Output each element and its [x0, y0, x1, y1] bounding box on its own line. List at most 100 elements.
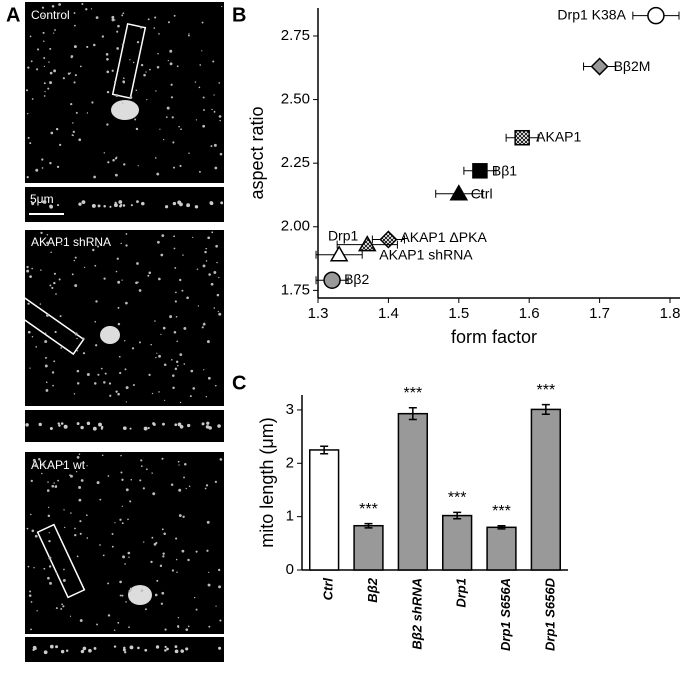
speck [94, 320, 97, 323]
speck [173, 247, 176, 250]
speck [161, 457, 164, 460]
y-axis-label: aspect ratio [247, 106, 267, 199]
significance: *** [536, 382, 555, 399]
speck [157, 52, 159, 55]
speck [53, 360, 56, 363]
speck [41, 158, 44, 161]
roi-box [111, 23, 147, 99]
speck [179, 353, 183, 357]
speck [75, 111, 78, 114]
speck [215, 605, 217, 607]
speck [218, 646, 222, 650]
speck [73, 259, 76, 262]
speck [121, 279, 123, 281]
speck [101, 425, 104, 429]
speck [60, 607, 63, 610]
micrographs: Control AKAP1 shRNA AKAP1 wt 5μm [13, 2, 224, 662]
speck [162, 555, 165, 558]
speck [129, 587, 133, 591]
speck [136, 40, 140, 44]
speck [122, 555, 126, 559]
speck [79, 520, 82, 523]
speck [125, 301, 128, 305]
speck [178, 464, 180, 466]
speck [199, 64, 202, 66]
speck [117, 306, 120, 309]
micrograph-label: Control [31, 8, 70, 22]
speck [146, 98, 148, 101]
speck [114, 522, 116, 524]
speck [139, 26, 143, 29]
speck [206, 520, 210, 524]
point-label: AKAP1 shRNA [379, 246, 473, 262]
point [472, 163, 488, 179]
speck [86, 112, 89, 114]
speck [182, 515, 185, 518]
speck [125, 386, 129, 390]
speck [147, 274, 150, 277]
speck [122, 77, 125, 80]
speck [113, 629, 116, 631]
speck [26, 265, 29, 269]
speck [51, 371, 55, 374]
speck [50, 645, 54, 649]
speck [158, 33, 160, 35]
speck [32, 648, 35, 651]
speck [195, 119, 198, 121]
speck [33, 567, 35, 569]
speck [151, 472, 153, 474]
speck [138, 341, 141, 344]
speck [129, 645, 134, 650]
speck [149, 68, 151, 71]
speck [216, 261, 218, 264]
speck [73, 81, 76, 84]
speck [42, 200, 47, 204]
speck [91, 203, 96, 208]
speck [76, 422, 80, 425]
speck [70, 474, 73, 478]
speck [141, 201, 145, 206]
speck [76, 337, 78, 340]
speck [38, 457, 41, 461]
speck [160, 602, 164, 605]
speck [30, 601, 33, 603]
speck [172, 386, 175, 390]
speck [86, 421, 91, 426]
speck [177, 626, 180, 628]
speck [164, 645, 167, 648]
speck [74, 533, 77, 537]
speck [117, 280, 121, 284]
speck [158, 354, 161, 358]
speck [121, 594, 124, 597]
speck [193, 596, 196, 599]
x-tick-label: Bβ2 [365, 577, 380, 602]
speck [119, 518, 122, 521]
speck [43, 57, 46, 60]
speck [116, 47, 119, 50]
speck [107, 161, 110, 164]
speck [97, 245, 100, 248]
speck [213, 271, 217, 274]
speck [134, 118, 137, 121]
speck [113, 645, 117, 648]
speck [62, 463, 64, 465]
y-tick-label: 1.75 [281, 281, 310, 298]
speck [143, 541, 145, 543]
speck [63, 424, 68, 429]
speck [174, 300, 177, 303]
speck [160, 253, 164, 257]
speck [37, 48, 40, 51]
speck [81, 200, 86, 205]
speck [115, 270, 118, 273]
speck [116, 257, 119, 260]
x-tick-label: Drp1 S656A [498, 578, 513, 651]
speck [120, 471, 123, 474]
speck [70, 512, 72, 514]
speck [86, 373, 90, 377]
speck [26, 527, 29, 530]
speck [79, 532, 82, 535]
speck [172, 374, 175, 377]
speck [162, 552, 165, 555]
speck [103, 277, 106, 280]
